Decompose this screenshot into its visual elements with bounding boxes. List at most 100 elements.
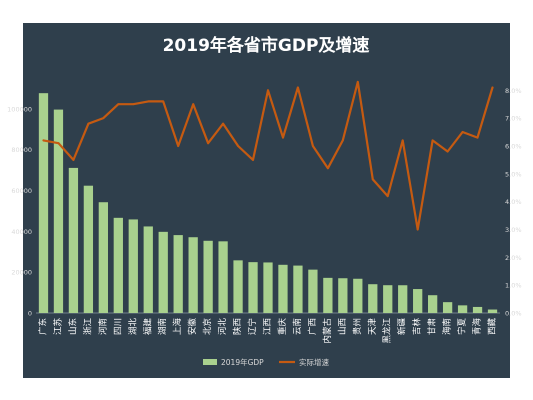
- growth-point-广西: [312, 145, 314, 147]
- right-tick-label: 6.0%: [505, 142, 522, 150]
- bar-陕西: [233, 260, 243, 313]
- growth-point-贵州: [356, 81, 359, 83]
- bar-新疆: [398, 285, 408, 313]
- bar-广东: [38, 93, 49, 313]
- category-label: 陕西: [232, 318, 243, 335]
- bar-天津: [368, 284, 378, 313]
- bar-北京: [203, 240, 213, 313]
- growth-point-吉林: [416, 228, 419, 231]
- right-tick-label: 4.0%: [505, 198, 522, 206]
- category-label: 湖南: [157, 318, 168, 335]
- growth-point-河南: [102, 117, 105, 120]
- growth-point-甘肃: [431, 139, 434, 142]
- category-label: 河南: [97, 318, 108, 335]
- category-label: 黑龙江: [382, 318, 393, 344]
- category-label: 安徽: [187, 318, 198, 336]
- legend: 2019年GDP 实际增速: [203, 357, 329, 367]
- category-label: 山东: [67, 318, 78, 335]
- category-label: 青海: [472, 318, 483, 336]
- bar-重庆: [278, 264, 288, 313]
- growth-point-天津: [371, 178, 374, 181]
- growth-point-内蒙古: [326, 167, 329, 170]
- growth-point-陕西: [237, 145, 239, 147]
- category-label: 辽宁: [247, 318, 258, 335]
- category-label: 云南: [292, 318, 303, 335]
- left-tick-label: 20000: [11, 269, 32, 277]
- category-labels: 广东 江苏 山东 浙江 河南 四川 湖北 福建 湖南 上海 安徽 北京 河北 陕西 辽宁 江西 重庆 云南 广西 内蒙…: [37, 318, 497, 344]
- bar-青海: [472, 306, 483, 313]
- growth-point-宁夏: [461, 131, 464, 133]
- bar-西藏: [487, 309, 498, 313]
- category-label: 四川: [113, 318, 123, 335]
- growth-line: [42, 80, 494, 231]
- category-label: 宁夏: [457, 318, 468, 336]
- left-tick-label: 60000: [11, 187, 32, 195]
- legend-label-growth: 实际增速: [299, 357, 329, 367]
- category-label: 贵州: [352, 318, 363, 335]
- bar-福建: [143, 226, 153, 313]
- right-tick-label: 7.0%: [505, 115, 522, 123]
- category-label: 北京: [202, 318, 213, 335]
- growth-point-河北: [222, 122, 224, 125]
- category-label: 浙江: [82, 318, 93, 336]
- bar-宁夏: [457, 305, 468, 313]
- bar-山东: [68, 167, 79, 313]
- bar-河北: [218, 241, 228, 313]
- growth-point-福建: [147, 100, 150, 103]
- chart-title: 2019年各省市GDP及增速: [163, 35, 370, 56]
- right-tick-label: 8.0%: [505, 87, 522, 95]
- growth-point-山西: [341, 139, 344, 142]
- growth-point-江苏: [57, 142, 60, 145]
- growth-point-湖南: [162, 100, 165, 103]
- right-tick-label: 2.0%: [505, 254, 522, 262]
- bar-黑龙江: [383, 285, 393, 313]
- category-label: 重庆: [277, 318, 288, 336]
- bar-海南: [442, 302, 453, 313]
- category-label: 西藏: [487, 318, 498, 336]
- category-label: 湖北: [128, 318, 138, 336]
- bar-浙江: [83, 185, 94, 313]
- category-label: 吉林: [412, 318, 423, 336]
- category-label: 新疆: [397, 318, 408, 336]
- growth-point-新疆: [401, 139, 404, 142]
- growth-point-山东: [72, 158, 75, 161]
- category-label: 天津: [367, 318, 378, 336]
- bar-安徽: [188, 237, 198, 313]
- left-tick-label: 40000: [11, 228, 32, 236]
- growth-point-黑龙江: [386, 195, 389, 197]
- bar-江西: [263, 262, 273, 313]
- chart-background: [23, 23, 510, 378]
- bar-河南: [98, 202, 108, 313]
- bar-云南: [293, 265, 303, 313]
- bar-贵州: [353, 278, 363, 313]
- left-tick-label: 0: [28, 310, 32, 318]
- category-label: 甘肃: [427, 318, 438, 336]
- bar-江苏: [53, 109, 64, 314]
- right-tick-label: 3.0%: [505, 226, 522, 234]
- category-label: 上海: [172, 318, 183, 336]
- bar-四川: [113, 217, 123, 313]
- growth-point-海南: [446, 150, 449, 153]
- gdp-bars: [38, 93, 498, 314]
- bar-上海: [173, 235, 183, 313]
- bar-吉林: [413, 289, 423, 313]
- category-label: 河北: [217, 318, 228, 336]
- bar-广西: [308, 269, 318, 313]
- category-label: 山西: [337, 318, 348, 335]
- category-label: 内蒙古: [322, 318, 333, 344]
- right-axis: 0.0% 1.0% 2.0% 3.0% 4.0% 5.0% 6.0% 7.0% 8.0%: [505, 87, 522, 318]
- growth-point-青海: [476, 136, 479, 139]
- left-tick-label: 100000: [7, 105, 32, 113]
- growth-point-北京: [207, 142, 210, 145]
- legend-swatch-gdp: [203, 359, 217, 365]
- legend-label-gdp: 2019年GDP: [221, 357, 264, 367]
- growth-point-四川: [117, 103, 120, 106]
- bar-湖北: [128, 219, 138, 313]
- category-label: 广东: [37, 318, 48, 335]
- growth-point-浙江: [87, 122, 90, 125]
- bar-湖南: [158, 231, 168, 313]
- category-label: 江西: [263, 318, 273, 335]
- category-label: 福建: [142, 318, 153, 336]
- growth-point-西藏: [491, 86, 494, 89]
